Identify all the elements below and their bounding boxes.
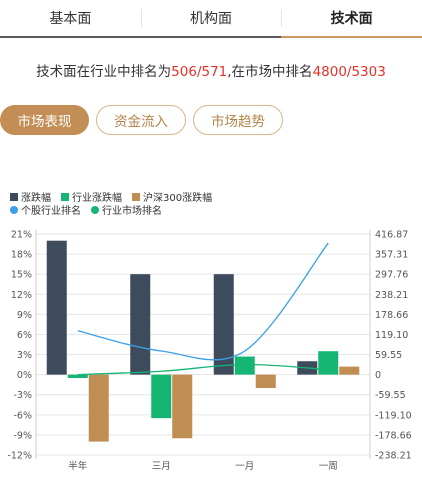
bar-hs300 <box>88 374 109 442</box>
right-tick-label: 119.10 <box>375 330 408 341</box>
right-tick-label: 59.55 <box>375 350 402 361</box>
right-tick-label: -178.66 <box>375 430 412 441</box>
bar-stock <box>46 240 67 375</box>
bar-stock <box>130 274 151 375</box>
industry-rank-value: 506/571 <box>171 64 228 80</box>
left-tick-label: 21% <box>11 230 32 241</box>
x-tick-label: 三月 <box>152 461 171 472</box>
legend-swatch-industry-rank <box>10 205 18 214</box>
left-tick-label: -12% <box>7 451 32 462</box>
bar-hs300 <box>255 374 276 389</box>
legend-swatch-hs300 <box>132 192 140 201</box>
left-tick-label: 3% <box>17 350 32 361</box>
tab-technicals[interactable]: 技术面 <box>281 0 422 38</box>
legend-item-industry: 行业涨跌幅 <box>61 189 122 204</box>
tab-institutions[interactable]: 机构面 <box>140 0 282 36</box>
left-tick-label: -6% <box>14 410 33 421</box>
bar-hs300 <box>339 366 360 375</box>
x-tick-label: 一月 <box>235 461 254 472</box>
tab-bar-divider <box>0 36 281 38</box>
market-trend-button[interactable]: 市场趋势 <box>193 105 283 135</box>
left-tick-label: 0% <box>17 370 32 381</box>
right-tick-label: -59.55 <box>375 390 406 401</box>
ranking-summary: 技术面在行业中排名为506/571,在市场中排名4800/5303 <box>0 60 422 80</box>
ranking-prefix: 技术面在行业中排名为 <box>36 64 172 80</box>
bar-stock <box>213 274 234 375</box>
legend-item-market-rank: 行业市场排名 <box>91 202 162 217</box>
chart-legend: 涨跌幅 行业涨跌幅 沪深300涨跌幅 个股行业排名 行业市场排名 <box>10 189 222 217</box>
left-tick-label: 6% <box>17 330 32 341</box>
right-tick-label: 297.76 <box>375 270 408 281</box>
capital-inflow-button[interactable]: 资金流入 <box>96 105 186 135</box>
legend-swatch-market-rank <box>91 205 99 214</box>
left-tick-label: -9% <box>14 430 33 441</box>
right-tick-label: -119.10 <box>375 410 412 421</box>
tab-bar: 基本面 机构面 技术面 <box>0 0 422 38</box>
left-tick-label: 18% <box>11 250 32 261</box>
legend-item-hs300: 沪深300涨跌幅 <box>132 189 212 204</box>
performance-chart: 21% 416.87 18% 357.31 15% 297.76 12% 238.21 9% 17… <box>7 230 412 473</box>
legend-swatch-stock <box>10 192 18 201</box>
legend-label-market-rank: 行业市场排名 <box>102 206 162 217</box>
right-tick-label: 416.87 <box>375 230 408 241</box>
ranking-middle: ,在市场中排名 <box>227 64 313 80</box>
bar-industry <box>234 356 255 375</box>
left-tick-label: 9% <box>17 310 32 321</box>
legend-label-industry: 行业涨跌幅 <box>72 193 122 204</box>
right-tick-label: 178.66 <box>375 310 408 321</box>
legend-label-stock: 涨跌幅 <box>21 193 51 204</box>
line-industry-rank <box>77 242 329 361</box>
right-tick-label: 238.21 <box>375 290 408 301</box>
right-tick-label: 0 <box>375 370 381 381</box>
left-tick-label: 12% <box>11 290 32 301</box>
market-rank-value: 4800/5303 <box>312 64 386 80</box>
right-tick-label: 357.31 <box>375 250 408 261</box>
market-performance-button[interactable]: 市场表现 <box>0 105 89 135</box>
x-tick-label: 一周 <box>319 461 338 472</box>
legend-item-stock: 涨跌幅 <box>10 189 51 204</box>
tab-fundamentals[interactable]: 基本面 <box>49 11 92 27</box>
right-tick-label: -238.21 <box>375 451 412 462</box>
bar-industry <box>151 374 172 419</box>
legend-item-industry-rank: 个股行业排名 <box>10 202 81 217</box>
bar-industry <box>67 374 88 378</box>
legend-label-industry-rank: 个股行业排名 <box>21 206 81 217</box>
left-tick-label: 15% <box>11 270 32 281</box>
bar-hs300 <box>172 374 193 439</box>
x-tick-label: 半年 <box>68 460 88 472</box>
legend-swatch-industry <box>61 192 69 201</box>
left-tick-label: -3% <box>14 390 33 401</box>
line-market-rank <box>77 363 329 376</box>
bar-industry <box>318 351 339 375</box>
legend-label-hs300: 沪深300涨跌幅 <box>143 193 213 204</box>
